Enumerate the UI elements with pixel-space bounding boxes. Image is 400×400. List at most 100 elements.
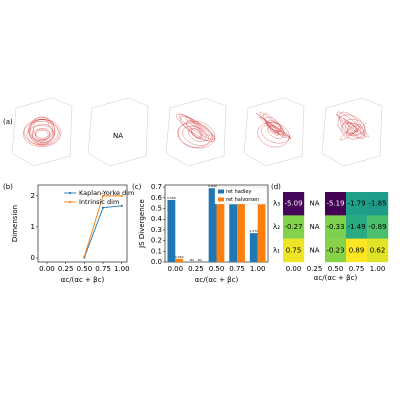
cell-label: 0.75 [286,246,302,254]
cell-label: -1.85 [368,200,386,208]
x-axis-label: αc/(αc + βc) [61,276,105,284]
y-tick-label: 0.5 [151,205,162,213]
bar [229,204,238,262]
x-tick-label: 0.75 [229,265,245,273]
axis-box [243,97,305,167]
legend-label: Kaplan-Yorke dim [79,189,134,197]
panel-label: (b) [3,183,13,191]
y-tick-label: 0.2 [151,237,162,245]
y-tick-label: 1 [31,223,35,231]
cell-label: 0.89 [349,246,365,254]
x-tick-label: 0.00 [168,265,184,273]
cell-label: 0.62 [370,246,386,254]
y-tick-label: 0.0 [151,258,162,266]
cell-label: NA [309,200,319,208]
point [101,194,105,197]
point [120,204,123,207]
series-line [83,205,122,258]
heatmap-cell [283,238,305,263]
x-tick-label: 1.00 [370,265,386,273]
x-tick-label: 0.00 [39,265,55,273]
bar-value-label: NA [198,258,203,262]
heatmap-cell [325,238,347,263]
axis-box [321,97,383,167]
heatmap-cell [367,215,389,239]
bar [175,258,184,262]
legend-label: ret halvorsen [226,197,259,203]
point [83,255,86,258]
y-tick-label: 0.3 [151,226,162,234]
cell-label: -5.19 [326,200,344,208]
bar-value-label: 0.270 [249,229,258,233]
legend-marker [68,191,72,195]
y-tick-label: 0.4 [151,215,163,223]
y-tick-label: 2 [31,192,35,200]
cell-label: -0.89 [368,223,386,231]
y-tick-label: 0.1 [151,247,162,255]
bar [216,194,225,262]
attractor-trajectory [336,111,369,141]
row-label: λ₂ [273,223,280,231]
panel-label: (a) [3,118,13,126]
attractor-trajectory [255,111,292,148]
point [120,194,123,197]
row-label: λ₃ [273,200,280,208]
cell-label: -0.27 [284,223,302,231]
legend-box [214,186,268,205]
cell-label: -0.23 [326,246,344,254]
legend-label: ret hadley [226,189,251,195]
legend-label: Intrinsic dim [79,198,119,206]
x-tick-label: 0.25 [307,265,323,273]
axis-box [11,97,73,167]
cell-label: NA [309,223,319,231]
x-tick-label: 1.00 [114,265,130,273]
cell-label: -1.79 [347,200,365,208]
heatmap-cell [367,238,389,263]
x-tick-label: 0.25 [58,265,74,273]
cell-label: -5.09 [284,200,302,208]
bar [257,204,266,262]
x-tick-label: 0.50 [209,265,225,273]
x-tick-label: 0.75 [95,265,111,273]
y-axis-label: Dimension [11,205,19,242]
x-tick-label: 0.75 [349,265,365,273]
legend-marker [68,200,72,204]
heatmap-cell [283,215,305,239]
x-tick-label: 0.00 [286,265,302,273]
heatmap-cell [367,192,389,216]
cell-label: -1.49 [347,223,365,231]
x-tick-label: 0.25 [188,265,204,273]
panel-label: (c) [132,183,142,191]
heatmap-cell [346,192,368,216]
heatmap-cell [346,215,368,239]
legend-swatch [218,197,224,202]
cell-label: NA [309,246,319,254]
bar [167,199,176,262]
axes-frame [37,184,128,263]
x-tick-label: 0.50 [77,265,93,273]
panel-label: (d) [271,183,281,191]
x-tick-label: 1.00 [250,265,266,273]
bar-value-label: NA [190,258,195,262]
y-tick-label: 0 [31,254,35,262]
x-tick-label: 0.50 [328,265,344,273]
y-tick-label: 0.7 [151,183,162,191]
heatmap-cell [346,238,368,263]
axis-box [165,97,227,167]
bar [208,188,217,262]
x-axis-label: αc/(αc + βc) [195,276,239,284]
heatmap-cell [283,192,305,216]
bar-value-label: 0.030 [175,255,184,259]
bar-value-label: 0.690 [208,184,217,188]
attractor-trajectory [23,116,62,147]
bar-value-label: 0.580 [167,196,176,200]
legend-swatch [218,189,224,194]
x-axis-label: αc/(αc + βc) [314,274,358,282]
heatmap-cell [325,215,347,239]
na-label: NA [113,132,123,140]
bar [237,203,245,262]
heatmap-cell [325,192,347,216]
cell-label: -0.33 [326,223,344,231]
attractor-trajectory [176,113,216,149]
